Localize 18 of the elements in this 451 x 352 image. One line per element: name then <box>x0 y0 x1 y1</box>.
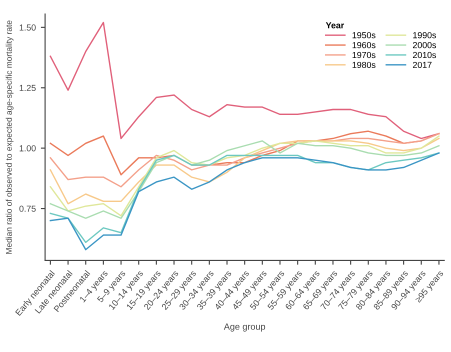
legend-label: 2010s <box>412 52 436 58</box>
y-axis-title: Median ratio of observed to expected age-specific mortality rate <box>6 20 14 254</box>
y-tick-label: 0.75 <box>19 206 36 212</box>
y-tick-label: 1.00 <box>20 145 36 152</box>
legend-title: Year <box>326 22 344 28</box>
line-series <box>50 132 440 188</box>
legend-label: 1960s <box>352 42 376 48</box>
y-tick-label: 1.25 <box>20 84 36 92</box>
legend-label: 1990s <box>413 32 436 38</box>
line-series <box>50 22 440 140</box>
line-series <box>50 138 440 204</box>
legend-label: 2017 <box>412 62 432 68</box>
y-tick-label: 1.50 <box>20 24 36 31</box>
legend-label: 1970s <box>352 52 376 58</box>
legend-label: 2000s <box>412 42 436 48</box>
x-axis-title: Age group <box>224 323 266 332</box>
legend-label: 1980s <box>352 62 376 68</box>
legend-label: 1950s <box>352 32 376 38</box>
